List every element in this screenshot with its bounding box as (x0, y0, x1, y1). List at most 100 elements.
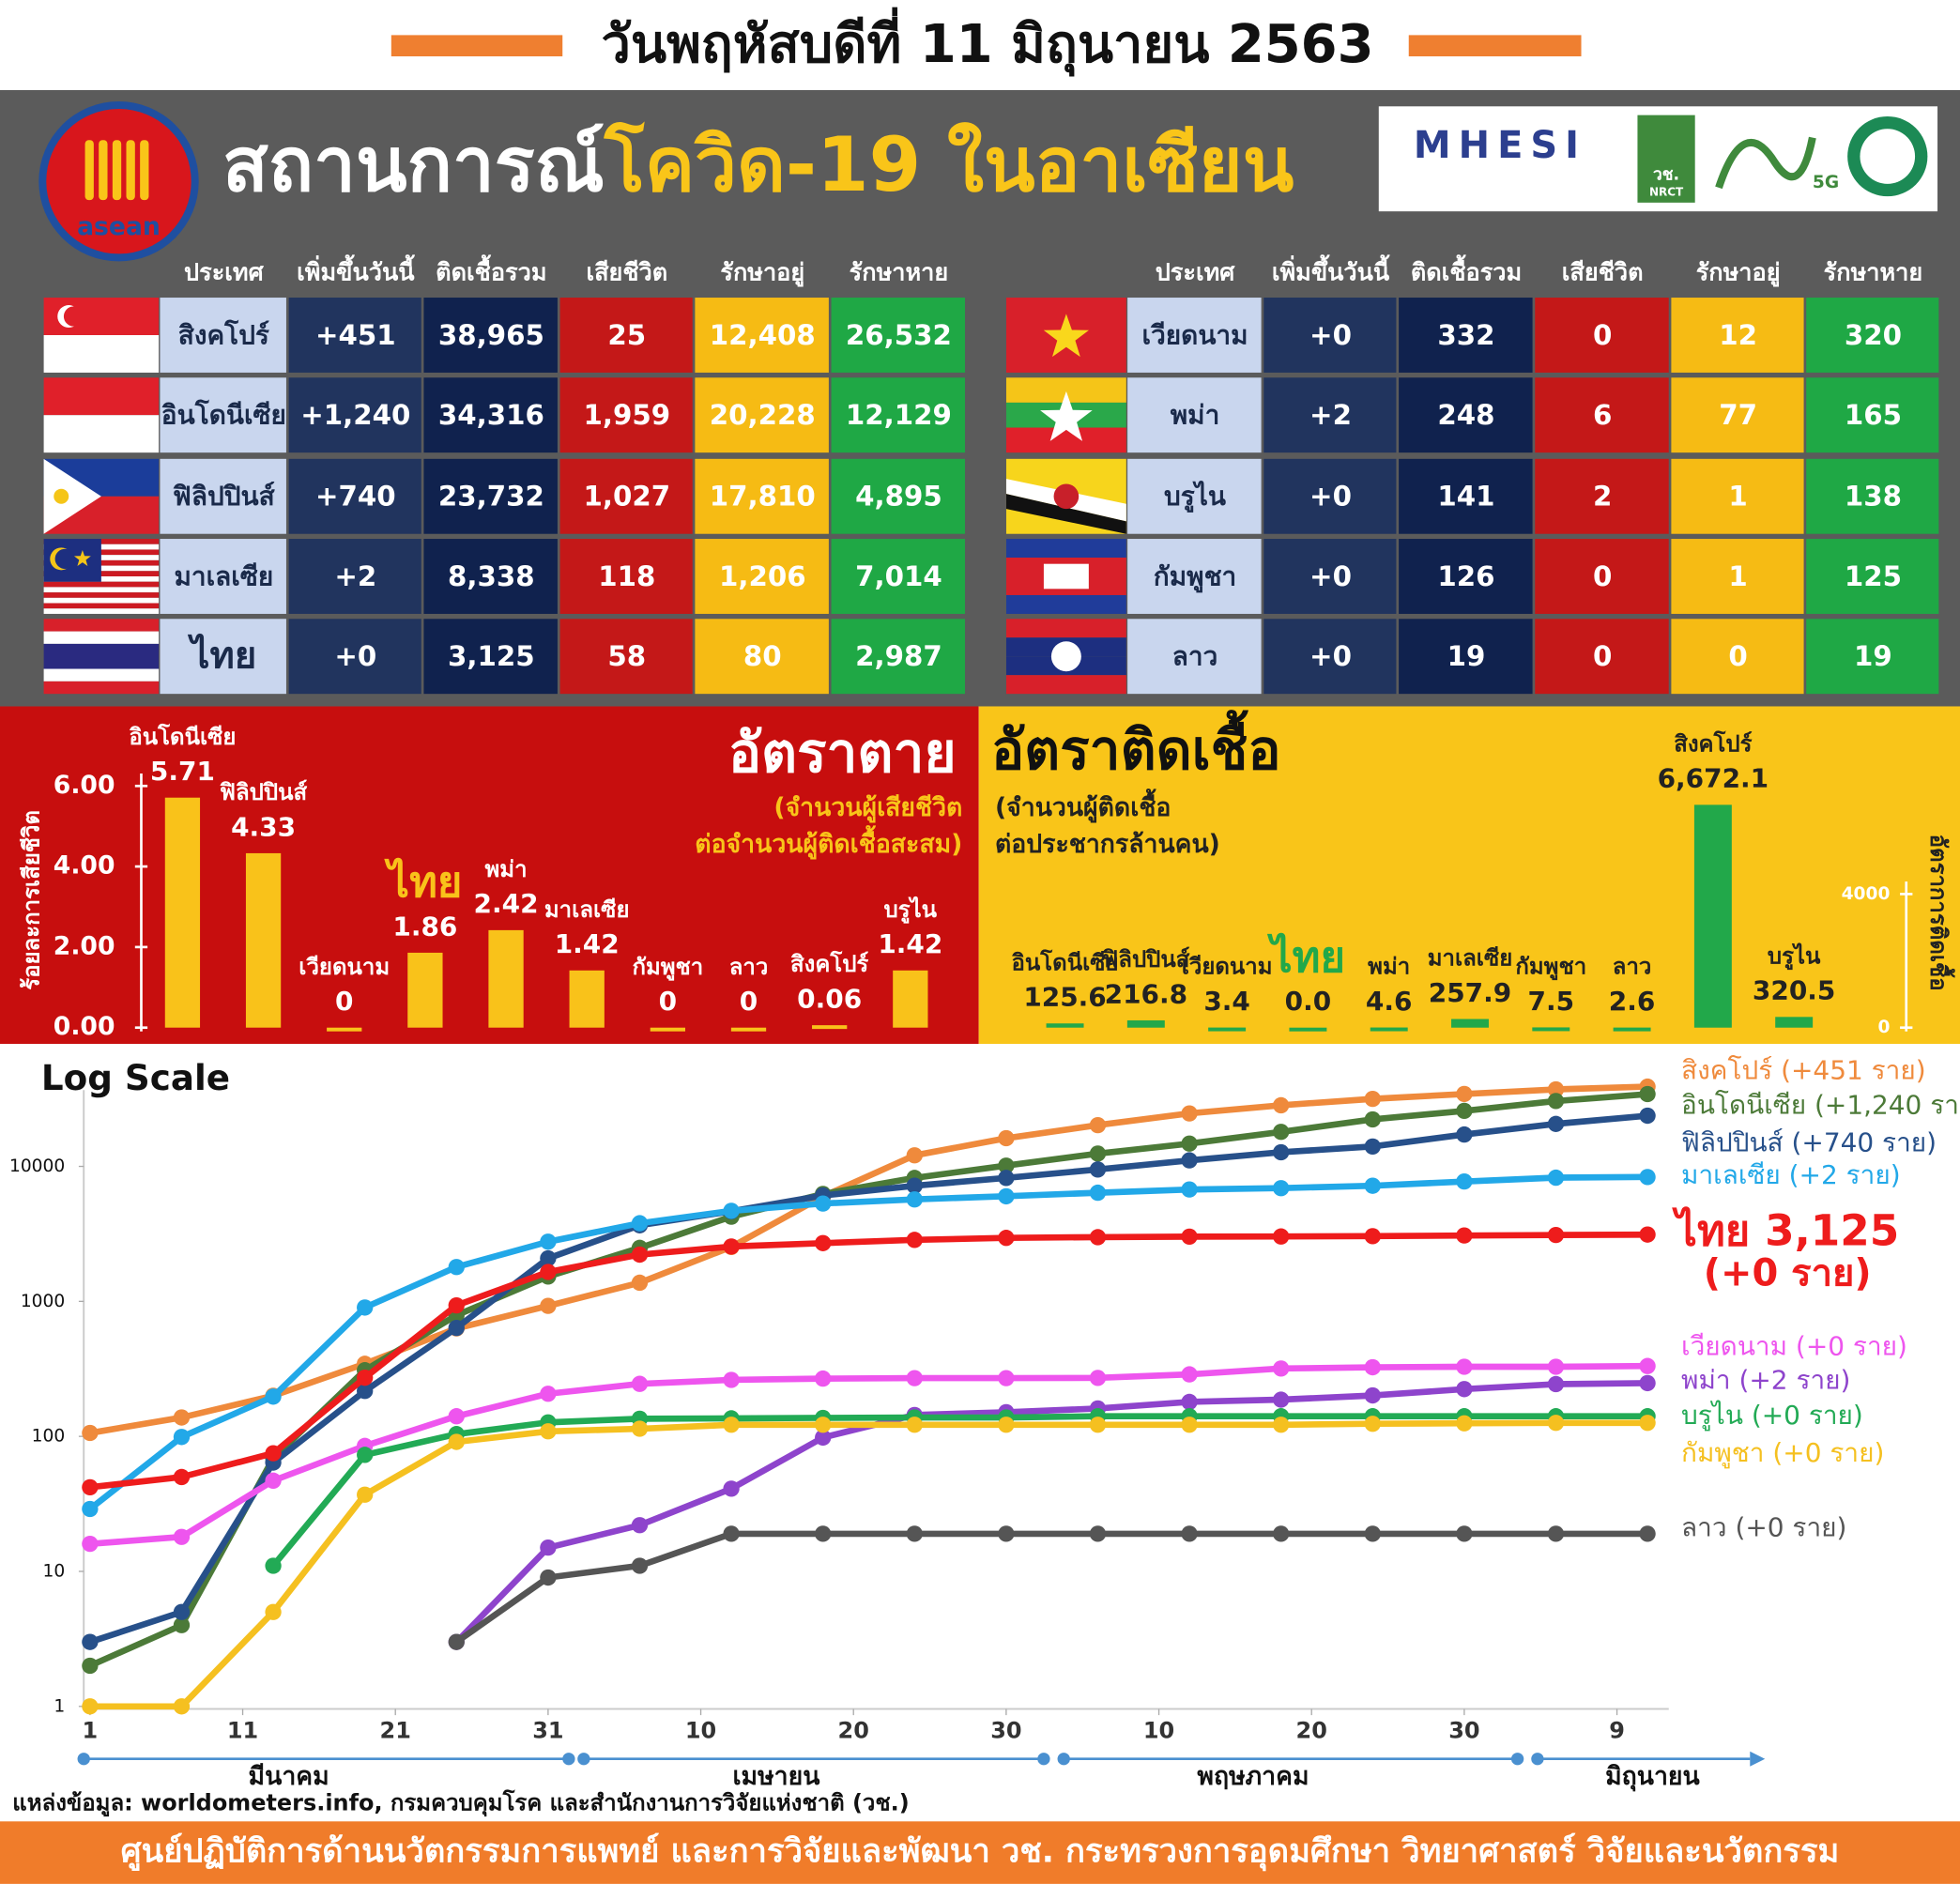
category-label: พม่า (485, 856, 528, 882)
bar (1775, 1017, 1814, 1028)
chart-subtitle: (จำนวนผู้เสียชีวิต (773, 793, 962, 823)
series-point (1456, 1358, 1473, 1375)
flag-star (73, 550, 91, 566)
logo-moph-inner (1860, 129, 1916, 184)
series-point (1181, 1228, 1198, 1246)
series-point (1547, 1415, 1565, 1432)
category-label: กัมพูชา (632, 954, 703, 981)
flag-crescent (63, 306, 84, 327)
series-point (1364, 1177, 1381, 1194)
value-label: 0 (335, 986, 353, 1017)
table-cell (288, 539, 421, 614)
series-point (1456, 1415, 1473, 1432)
flag (43, 681, 160, 695)
series-point (1089, 1116, 1107, 1134)
series-point (723, 1525, 740, 1542)
logo-vch: วช. (1653, 166, 1679, 185)
table-value: 34,316 (438, 399, 544, 431)
series-point (1456, 1172, 1473, 1190)
table-cell (288, 298, 421, 373)
series-point (1639, 1415, 1656, 1432)
table-cell (1399, 377, 1533, 453)
series-point (1547, 1525, 1565, 1542)
logo-5g: 5G (1813, 173, 1839, 192)
table-value: 0 (1728, 640, 1747, 672)
table-cell (423, 377, 558, 453)
table-cell (559, 539, 693, 614)
series-line (89, 1083, 1648, 1436)
asean-sheaf (84, 140, 94, 201)
value-label: 2.42 (474, 888, 539, 919)
table-cell (831, 539, 966, 614)
value-label: 125.6 (1023, 982, 1106, 1013)
logo-nrct: NRCT (1649, 186, 1684, 199)
chart-subtitle: ต่อประชากรล้านคน) (995, 830, 1220, 859)
series-point (82, 1657, 99, 1675)
series-point (1639, 1085, 1656, 1103)
value-label: 7.5 (1528, 986, 1575, 1017)
series-point (815, 1429, 832, 1447)
asean-sheaf (112, 140, 122, 201)
bar (893, 970, 928, 1028)
series-point (540, 1386, 557, 1402)
bar (1208, 1027, 1247, 1032)
legend-label: ฟิลิปปินส์ (+740 ราย) (1681, 1127, 1937, 1158)
flag (43, 643, 160, 669)
table-value: +451 (315, 319, 396, 351)
value-label: 5.71 (150, 756, 215, 787)
series-point (448, 1408, 465, 1425)
y-tick-label: 4000 (1842, 884, 1891, 904)
series-point (1273, 1525, 1290, 1542)
flag-crescent (54, 548, 75, 570)
series-point (1273, 1360, 1290, 1377)
series-point (540, 1297, 557, 1314)
category-label: ฟิลิปปินส์ (220, 779, 307, 805)
series-point (173, 1468, 191, 1486)
table-cell (695, 298, 829, 373)
chart-title: Log Scale (41, 1057, 230, 1098)
y-tick-label: 1000 (21, 1292, 65, 1311)
bar (327, 1027, 362, 1032)
country-name: ไทย (187, 634, 256, 678)
flag-temple (1043, 563, 1089, 590)
x-tick-label: 10 (685, 1717, 716, 1743)
table-value: +0 (1309, 640, 1352, 672)
flag (43, 603, 160, 609)
flag-moon (1050, 641, 1081, 672)
bar (1693, 804, 1732, 1028)
category-label: มาเลเซีย (544, 896, 630, 923)
series-point (1364, 1416, 1381, 1432)
table-value: 20,228 (710, 399, 816, 431)
table-cell (831, 377, 966, 453)
series-point (1364, 1358, 1381, 1376)
chart-subtitle: (จำนวนผู้ติดเชื้อ (995, 789, 1171, 823)
series-point (1273, 1228, 1290, 1245)
table-value: 4,895 (855, 481, 942, 513)
table-cell (559, 458, 693, 534)
series-point (631, 1517, 649, 1534)
asean-sheaf (99, 140, 108, 201)
series-point (1089, 1229, 1107, 1246)
y-tick-label: 0.00 (54, 1012, 115, 1041)
table-cell (1263, 298, 1397, 373)
legend-label: บรูไน (+0 ราย) (1681, 1400, 1863, 1432)
series-point (540, 1233, 557, 1250)
asean-sheaf (140, 140, 149, 201)
category-label: กัมพูชา (1515, 954, 1586, 981)
flag (43, 458, 101, 534)
table-value: 7,014 (855, 560, 942, 592)
series-line (88, 1091, 1648, 1669)
table-cell (1671, 377, 1804, 453)
table-cell (1806, 619, 1939, 695)
series-point (1364, 1110, 1381, 1128)
month-dot (77, 1753, 90, 1766)
column-header: ติดเชื้อรวม (1411, 254, 1522, 286)
table-cell (1127, 619, 1262, 695)
series-point (357, 1299, 374, 1316)
series-point (1456, 1381, 1473, 1398)
table-cell (1127, 377, 1262, 453)
table-value: 125 (1845, 560, 1902, 592)
series-point (1273, 1096, 1290, 1114)
table-cell (1806, 377, 1939, 453)
series-line (88, 1112, 1648, 1646)
